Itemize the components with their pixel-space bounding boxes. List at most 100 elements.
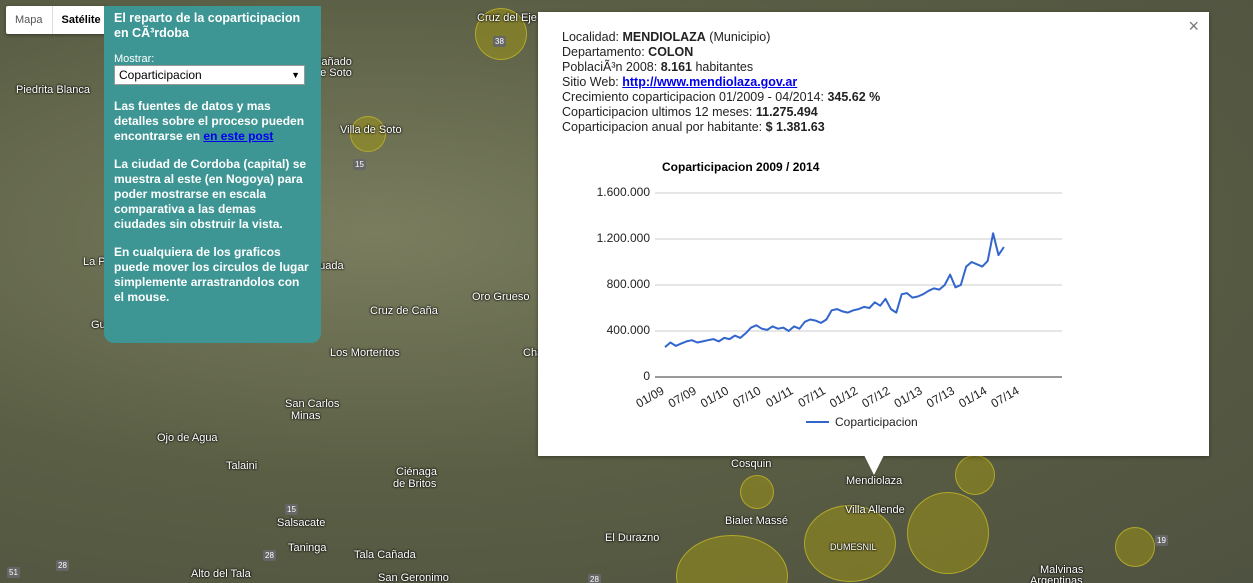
x-tick-label: 01/14 xyxy=(956,383,989,410)
map-label: Ojo de Agua xyxy=(157,432,218,444)
info-window: × Localidad: MENDIOLAZA (Municipio) Depa… xyxy=(538,12,1209,456)
info-label: Sitio Web: xyxy=(562,75,619,89)
info-label: PoblaciÃ³n 2008: xyxy=(562,60,658,74)
info-row: Departamento: COLON xyxy=(562,45,693,59)
line xyxy=(664,232,1005,348)
circle[interactable] xyxy=(955,455,995,495)
info-row: Sitio Web: http://www.mendiolaza.gov.ar xyxy=(562,75,797,89)
map-label: Minas xyxy=(291,410,321,422)
y-tick-label: 800.000 xyxy=(607,277,651,291)
chart-title: Coparticipacion 2009 / 2014 xyxy=(662,160,820,174)
road-number: 15 xyxy=(285,504,298,515)
map-label: Villa de Soto xyxy=(340,124,402,136)
info-row: Crecimiento coparticipacion 01/2009 - 04… xyxy=(562,90,880,104)
map-type-control: Mapa Satélite xyxy=(6,6,110,34)
paragraph-text: Las fuentes de datos y mas detalles sobr… xyxy=(114,99,305,143)
map-label: Mendiolaza xyxy=(846,475,903,487)
info-label: Crecimiento coparticipacion 01/2009 - 04… xyxy=(562,90,824,104)
x-tick-label: 07/09 xyxy=(666,383,699,410)
map-label: Bialet Massé xyxy=(725,515,788,527)
paragraph: Las fuentes de datos y mas detalles sobr… xyxy=(114,99,311,144)
map-label: Tala Cañada xyxy=(354,549,416,561)
road-number: 28 xyxy=(588,574,601,583)
y-tick-label: 0 xyxy=(643,369,650,383)
road-number: 38 xyxy=(493,36,506,47)
info-row: Coparticipacion anual por habitante: $ 1… xyxy=(562,120,825,134)
road-number: 19 xyxy=(1155,535,1168,546)
road-number: 15 xyxy=(353,159,366,170)
info-value: 8.161 xyxy=(660,60,692,74)
info-label: Localidad: xyxy=(562,30,619,44)
map-label: Taninga xyxy=(288,542,327,554)
x-tick-label: 01/13 xyxy=(892,383,925,410)
map-label: de Soto xyxy=(314,67,352,79)
x-tick-label: 01/12 xyxy=(827,383,860,410)
post-link[interactable]: en este post xyxy=(203,129,274,143)
select[interactable]: Coparticipacion ▼ xyxy=(114,65,305,85)
map-label: Cruz del Eje xyxy=(477,12,537,24)
info-value: $ 1.381.63 xyxy=(765,120,825,134)
info-row: Coparticipacion ultimos 12 meses: 11.275… xyxy=(562,105,818,119)
map-label: Malvinas xyxy=(1040,564,1084,576)
map-label: Ciénaga xyxy=(396,466,437,478)
map-label: Villa Allende xyxy=(845,504,905,516)
map-label: San Geronimo xyxy=(378,572,449,583)
info-label: Coparticipacion anual por habitante: xyxy=(562,120,763,134)
info-row: Localidad: MENDIOLAZA (Municipio) xyxy=(562,30,770,44)
y-tick-label: 1.600.000 xyxy=(597,185,651,199)
x-tick-label: 01/11 xyxy=(763,383,796,410)
info-label: Coparticipacion ultimos 12 meses: xyxy=(562,105,753,119)
map-label: DUMESNIL xyxy=(830,542,877,552)
info-note: (Municipio) xyxy=(709,30,771,44)
info-row: PoblaciÃ³n 2008: 8.161 habitantes xyxy=(562,60,753,74)
map-label: Alto del Tala xyxy=(191,568,251,580)
map-label: Cosquin xyxy=(731,458,772,470)
website-link[interactable]: http://www.mendiolaza.gov.ar xyxy=(622,75,798,89)
map-label: Oro Grueso xyxy=(472,291,530,303)
info-value: MENDIOLAZA xyxy=(622,30,706,44)
x-tick-label: 07/14 xyxy=(988,383,1021,410)
select-value: Coparticipacion xyxy=(119,68,202,82)
satellite-button[interactable]: Satélite xyxy=(51,6,110,34)
map-button[interactable]: Mapa xyxy=(15,14,43,26)
panel-title: El reparto de la coparticipacion en CÃ³r… xyxy=(114,11,301,40)
y-tick-label: 400.000 xyxy=(607,323,651,337)
info-label: Departamento: xyxy=(562,45,645,59)
y-tick-label: 1.200.000 xyxy=(597,231,651,245)
map-label: Salsacate xyxy=(277,517,326,529)
circle[interactable] xyxy=(740,475,774,509)
map-label: Los Morteritos xyxy=(330,347,400,359)
x-tick-label: 01/09 xyxy=(633,383,666,410)
map-label: San Carlos xyxy=(285,398,340,410)
circle[interactable] xyxy=(1115,527,1155,567)
x-tick-label: 07/10 xyxy=(730,383,763,410)
map-label: El Durazno xyxy=(605,532,660,544)
x-tick-label: 01/10 xyxy=(698,383,731,410)
info-value: 345.62 % xyxy=(827,90,881,104)
x-tick-label: 07/11 xyxy=(796,383,829,410)
side-panel: El reparto de la coparticipacion en CÃ³r… xyxy=(104,6,321,343)
legend-label: Coparticipacion xyxy=(835,415,918,429)
info-value: 11.275.494 xyxy=(755,105,818,119)
map-label: Talaini xyxy=(226,460,258,472)
x-tick-label: 07/12 xyxy=(859,383,892,410)
close-button[interactable]: × xyxy=(1188,16,1199,36)
road-number: 28 xyxy=(56,560,69,571)
circle[interactable] xyxy=(907,492,989,574)
info-unit: habitantes xyxy=(695,60,754,74)
map-label: Piedrita Blanca xyxy=(16,84,90,96)
circle[interactable] xyxy=(350,116,386,152)
road-number: 51 xyxy=(7,567,20,578)
show-label: Mostrar: xyxy=(114,53,155,65)
map-label: de Britos xyxy=(393,478,437,490)
circle[interactable] xyxy=(676,535,788,583)
info-value: COLON xyxy=(648,45,694,59)
x-tick-label: 07/13 xyxy=(924,383,957,410)
road-number: 28 xyxy=(263,550,276,561)
circle[interactable] xyxy=(804,505,896,582)
paragraph: La ciudad de Cordoba (capital) se muestr… xyxy=(114,157,307,231)
info-pointer xyxy=(864,455,884,475)
circle[interactable] xyxy=(475,8,527,60)
map-label: Bañado xyxy=(314,56,352,68)
